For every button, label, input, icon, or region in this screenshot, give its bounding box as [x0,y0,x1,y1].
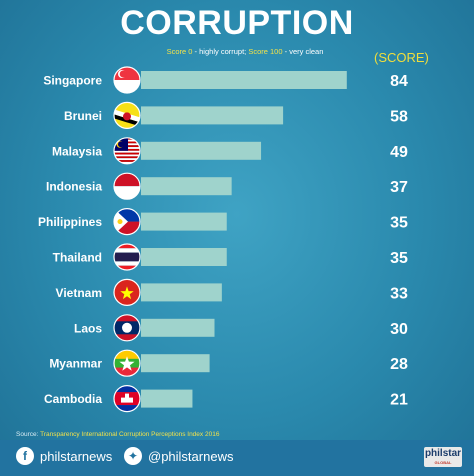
flag-ring [113,278,141,306]
data-label: 33 [390,285,408,302]
flag-ring [113,208,141,236]
category-label: Singapore [43,74,102,88]
footer-bar [0,440,474,476]
source-name: Transparency International Corruption Pe… [40,431,220,438]
logo-text: philstar [424,448,462,459]
flag-ring [113,349,141,377]
flag-ring [113,172,141,200]
subtitle-corrupt: - highly corrupt; [192,47,249,56]
flag-ring [113,385,141,413]
data-label: 58 [390,108,408,125]
subtitle-score-zero: Score 0 [166,47,193,56]
subtitle-clean: - very clean [282,47,324,56]
bar [141,71,347,89]
philippines-flag-icon [114,208,140,235]
bar [141,389,193,408]
thailand-flag-icon [114,244,140,270]
category-label: Indonesia [46,180,102,194]
facebook-handle: philstarnews [40,448,113,464]
myanmar-flag-icon [114,350,140,377]
flag-ring [113,66,141,94]
category-label: Philippines [38,215,102,229]
facebook-icon: f [16,447,34,465]
data-label: 35 [390,215,408,232]
laos-flag-icon [114,314,140,341]
data-label: 37 [390,179,408,196]
philstar-logo: philstar GLOBAL [424,447,462,467]
flag-ring [113,243,141,271]
category-label: Vietnam [56,286,102,300]
chart-subtitle: Score 0 - highly corrupt; Score 100 - ve… [130,47,360,56]
data-label: 30 [390,321,408,338]
score-column-header: (SCORE) [374,50,429,65]
bar-chart: Singapore 84 Brunei 58 Malaysia 49 Indonesia 37… [38,66,408,413]
category-label: Thailand [53,251,102,265]
singapore-flag-icon [114,67,140,93]
bar [141,212,227,231]
data-label: 35 [390,250,408,267]
logo-subtext: GLOBAL [434,460,452,465]
data-label: 28 [390,356,408,373]
data-label: 49 [390,144,408,161]
data-label: 21 [390,392,408,409]
data-label: 84 [390,73,408,90]
bar [141,283,222,302]
category-label: Brunei [64,109,102,123]
twitter-icon: ✦ [124,447,142,465]
twitter-link[interactable]: ✦ @philstarnews [124,446,233,466]
subtitle-score-hundred: Score 100 [248,47,283,56]
bar [141,354,210,373]
category-label: Malaysia [52,144,102,158]
category-label: Cambodia [44,392,102,406]
malaysia-flag-icon [114,137,140,164]
source-note: Source: Transparency International Corru… [16,431,219,438]
facebook-link[interactable]: f philstarnews [16,446,112,466]
bar [141,177,232,196]
flag-ring [113,314,141,342]
bar [141,318,215,337]
category-label: Myanmar [49,357,102,371]
cambodia-flag-icon [114,385,140,412]
bar [141,141,262,160]
vietnam-flag-icon [114,279,140,306]
indonesia-flag-icon [114,173,140,200]
flag-ring [113,101,141,130]
bar [141,106,284,125]
flag-ring [113,137,141,165]
bar [141,248,227,266]
twitter-handle: @philstarnews [148,448,234,464]
brunei-flag-icon [114,102,140,129]
category-label: Laos [74,321,102,335]
source-prefix: Source: [16,431,41,438]
page-title: CORRUPTION [120,4,354,42]
